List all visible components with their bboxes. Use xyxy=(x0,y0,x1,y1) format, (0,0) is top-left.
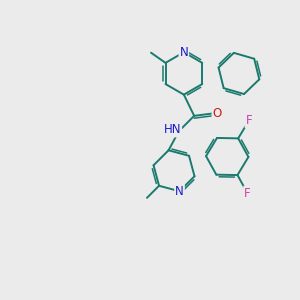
Text: HN: HN xyxy=(164,124,181,136)
Text: N: N xyxy=(175,185,184,198)
Text: N: N xyxy=(179,46,188,59)
Text: F: F xyxy=(244,187,251,200)
Text: O: O xyxy=(212,107,222,120)
Text: F: F xyxy=(245,114,252,127)
